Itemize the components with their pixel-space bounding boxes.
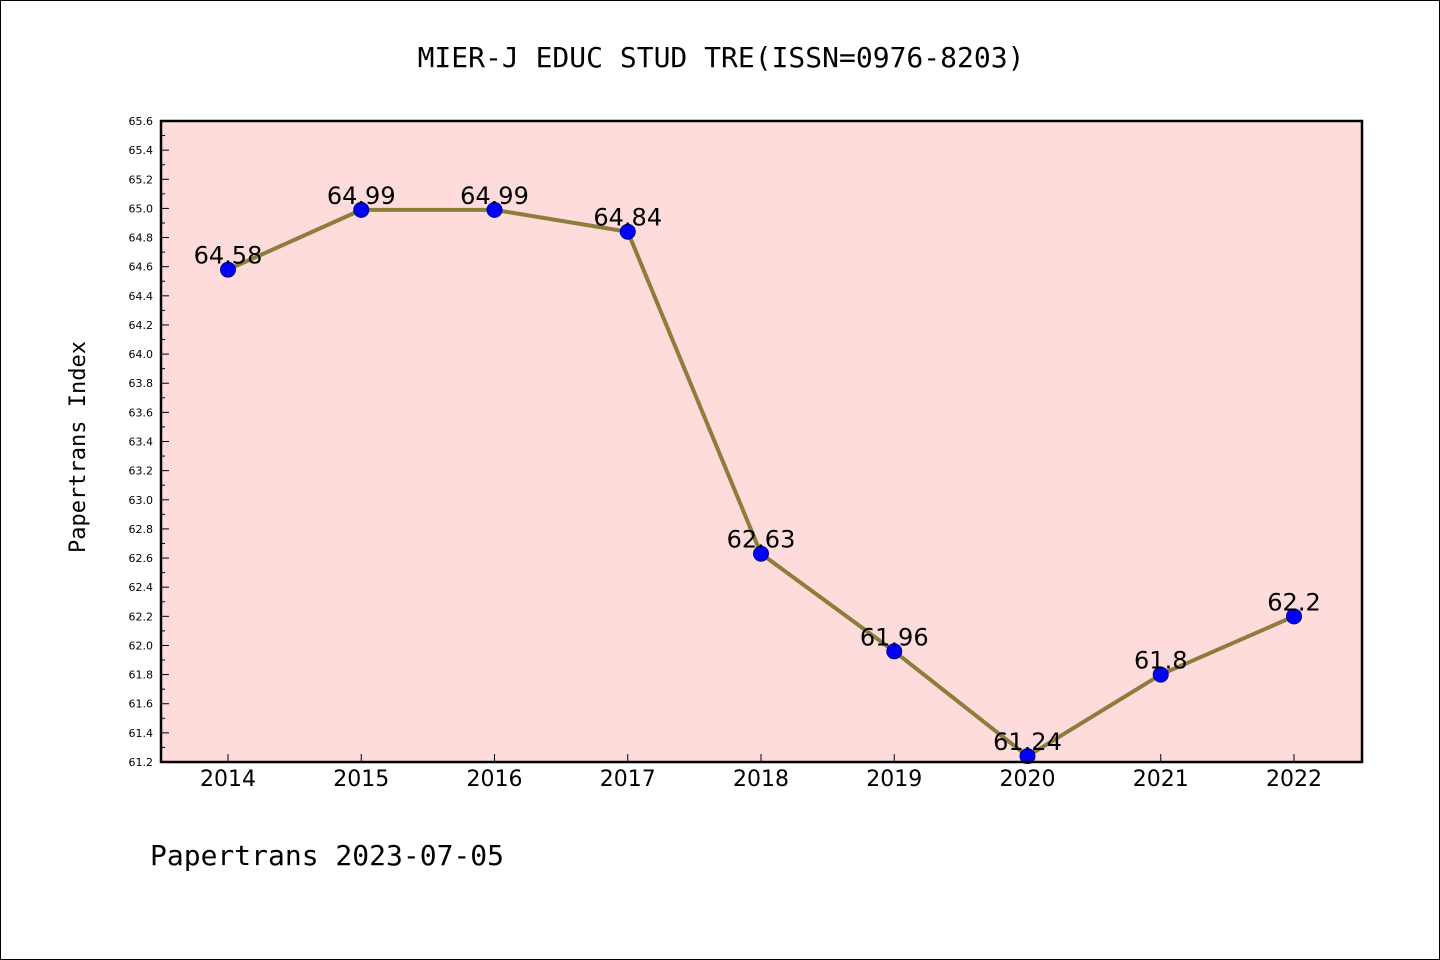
y-tick-label: 65.2 xyxy=(129,173,154,186)
data-label: 64.58 xyxy=(194,242,263,270)
y-tick-label: 63.6 xyxy=(129,406,154,419)
data-point-marker xyxy=(886,643,903,660)
y-tick-label: 65.4 xyxy=(129,144,154,157)
data-label: 64.84 xyxy=(593,204,662,232)
y-tick-label: 63.2 xyxy=(129,465,154,478)
y-tick-label: 61.4 xyxy=(129,727,154,740)
y-tick-label: 61.2 xyxy=(129,756,154,769)
data-label: 62.2 xyxy=(1267,588,1320,616)
x-tick-label: 2020 xyxy=(1000,767,1056,792)
data-point-marker xyxy=(753,545,769,562)
data-label: 61.8 xyxy=(1134,647,1187,675)
plot-area xyxy=(161,121,1362,762)
y-tick-label: 61.6 xyxy=(129,698,154,711)
data-point-marker xyxy=(486,201,503,218)
plot-border xyxy=(159,119,1364,764)
x-tick-label: 2021 xyxy=(1133,767,1189,792)
data-point-marker xyxy=(1019,748,1036,765)
data-label: 61.96 xyxy=(860,623,929,651)
y-tick-label: 61.8 xyxy=(129,669,154,682)
data-label: 64.99 xyxy=(460,182,529,210)
data-label: 62.63 xyxy=(727,526,796,554)
y-axis-label: Papertrans Index xyxy=(66,341,91,553)
x-tick-label: 2018 xyxy=(733,767,789,792)
x-tick-label: 2022 xyxy=(1266,767,1322,792)
y-tick-label: 63.0 xyxy=(129,494,154,507)
y-tick-label: 64.0 xyxy=(129,348,154,361)
y-tick-label: 62.0 xyxy=(129,639,154,652)
chart-title: MIER-J EDUC STUD TRE(ISSN=0976-8203) xyxy=(418,41,1025,74)
x-tick-label: 2015 xyxy=(333,767,389,792)
y-tick-label: 64.4 xyxy=(129,290,154,303)
y-tick-label: 62.6 xyxy=(129,552,154,565)
y-tick-label: 64.2 xyxy=(129,319,154,332)
x-tick-label: 2017 xyxy=(600,767,656,792)
data-point-marker xyxy=(619,223,636,240)
x-tick-label: 2016 xyxy=(467,767,523,792)
series-layer: 64.58 64.99 64.99 64.84 62.63 61.96 61.24 61.8 6… xyxy=(194,182,1321,765)
y-tick-label: 65.6 xyxy=(129,115,154,128)
y-tick-label: 65.0 xyxy=(129,202,154,215)
data-point-marker xyxy=(353,201,370,218)
data-point-marker xyxy=(1286,608,1302,625)
data-point-marker xyxy=(220,261,236,278)
y-tick-label: 62.8 xyxy=(129,523,154,536)
data-label: 61.24 xyxy=(993,728,1062,756)
y-tick-label: 63.4 xyxy=(129,436,154,449)
data-label: 64.99 xyxy=(327,182,396,210)
axis-layer: 61.2 61.4 61.6 61.8 62.0 62.2 62.4 62.6 62.8 63.0… xyxy=(129,115,1323,792)
y-tick-label: 64.6 xyxy=(129,261,154,274)
x-tick-label: 2019 xyxy=(866,767,922,792)
footer-date: Papertrans 2023-07-05 xyxy=(150,839,504,872)
x-tick-label: 2014 xyxy=(200,767,256,792)
y-tick-label: 63.8 xyxy=(129,377,154,390)
y-tick-label: 62.2 xyxy=(129,610,154,623)
y-tick-label: 62.4 xyxy=(129,581,154,594)
y-tick-label: 64.8 xyxy=(129,232,154,245)
data-point-marker xyxy=(1152,666,1169,683)
